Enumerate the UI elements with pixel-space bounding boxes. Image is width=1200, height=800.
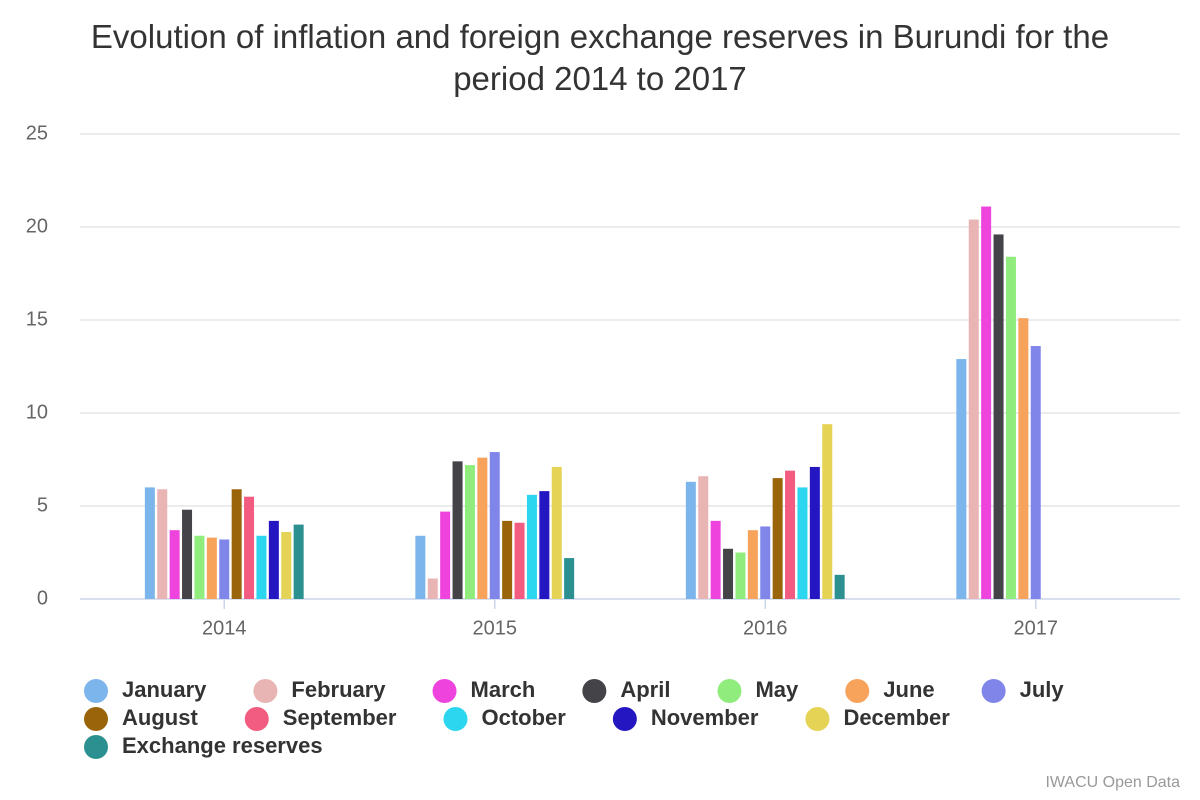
bar — [464, 465, 475, 599]
bar — [735, 552, 746, 599]
legend-marker — [582, 679, 607, 703]
bar — [256, 535, 267, 599]
bar — [206, 537, 217, 599]
bar — [710, 520, 721, 599]
legend-marker — [84, 735, 108, 759]
bar — [993, 234, 1004, 599]
bar — [785, 470, 796, 599]
bar — [514, 522, 525, 599]
bar — [477, 457, 488, 599]
bar — [182, 509, 193, 599]
chart-title: Evolution of inflation and foreign excha… — [90, 18, 1110, 97]
bar — [551, 466, 562, 599]
legend-marker — [84, 707, 108, 731]
bar — [981, 206, 992, 600]
legend-marker — [717, 679, 742, 703]
x-tick-label: 2016 — [743, 617, 788, 639]
bar — [760, 526, 771, 599]
bar — [157, 489, 168, 599]
legend-marker — [253, 679, 278, 703]
legend-marker — [845, 679, 870, 703]
bar — [797, 487, 808, 599]
bar — [489, 452, 500, 599]
bar — [809, 466, 820, 599]
x-tick-label: 2014 — [202, 617, 247, 639]
bar — [244, 496, 255, 599]
bar — [452, 461, 463, 599]
legend-marker — [805, 707, 830, 731]
y-tick-label: 5 — [37, 494, 48, 516]
bar — [822, 424, 833, 599]
legend-label: March — [471, 677, 536, 702]
x-tick-label: 2017 — [1014, 617, 1059, 639]
legend-label: July — [1020, 677, 1065, 702]
bar — [539, 491, 550, 599]
bar — [685, 481, 696, 599]
x-tick-label: 2015 — [473, 617, 518, 639]
bar — [502, 520, 513, 599]
legend-marker — [443, 707, 468, 731]
bar — [723, 548, 734, 599]
legend-label: April — [620, 677, 670, 702]
legend-label: January — [122, 677, 207, 702]
bar — [144, 487, 155, 599]
bar — [834, 574, 845, 599]
bar — [440, 511, 451, 599]
y-tick-label: 25 — [26, 122, 48, 144]
legend-label: November — [651, 705, 759, 730]
bar — [231, 489, 242, 599]
legend-label: October — [481, 705, 566, 730]
bar — [956, 359, 967, 599]
legend-label: September — [283, 705, 397, 730]
bar — [564, 558, 575, 599]
legend-marker — [244, 707, 269, 731]
legend-marker — [84, 679, 108, 703]
bar — [698, 476, 709, 599]
bar — [1018, 318, 1029, 599]
y-tick-label: 15 — [26, 308, 48, 330]
bar — [427, 578, 438, 599]
bar — [968, 219, 979, 599]
bar — [1030, 346, 1041, 599]
bar — [281, 532, 292, 599]
legend-label: May — [755, 677, 799, 702]
y-tick-label: 0 — [37, 587, 48, 609]
legend-label: February — [291, 677, 386, 702]
legend-label: Exchange reserves — [122, 733, 323, 758]
legend-label: June — [883, 677, 934, 702]
bar — [293, 524, 304, 599]
legend-label: December — [843, 705, 950, 730]
bar — [268, 520, 279, 599]
bar — [526, 494, 537, 599]
legend-marker — [612, 707, 637, 731]
y-tick-label: 20 — [26, 215, 48, 237]
bar — [219, 539, 230, 599]
y-tick-label: 10 — [26, 401, 48, 423]
bar — [415, 535, 426, 599]
bar — [772, 478, 783, 599]
bar — [747, 530, 758, 599]
bar — [169, 530, 180, 599]
legend-label: August — [122, 705, 198, 730]
legend-marker — [432, 679, 457, 703]
credits: IWACU Open Data — [1045, 774, 1180, 791]
legend-marker — [981, 679, 1006, 703]
bar — [194, 535, 205, 599]
bar — [1005, 256, 1016, 599]
